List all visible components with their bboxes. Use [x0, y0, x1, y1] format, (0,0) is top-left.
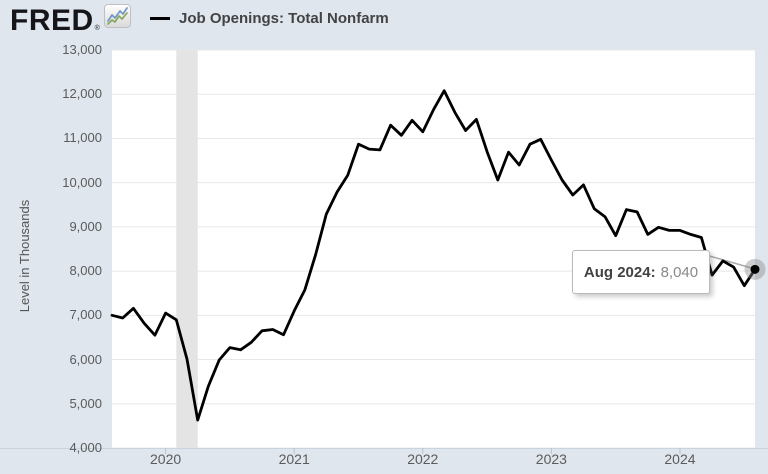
fred-logo-chart-icon — [103, 4, 131, 33]
legend-series-label: Job Openings: Total Nonfarm — [179, 10, 389, 27]
tooltip-value: 8,040 — [660, 263, 699, 281]
registered-trademark-symbol: ® — [94, 25, 100, 32]
fred-wordmark: FRED — [10, 4, 94, 37]
tooltip: Aug 2024: 8,040 — [572, 250, 710, 294]
tooltip-date-label: Aug 2024: — [583, 263, 656, 281]
recession-band — [176, 50, 198, 448]
legend-line-icon — [150, 17, 170, 20]
legend-item[interactable]: Job Openings: Total Nonfarm — [150, 10, 389, 27]
plot-area[interactable] — [112, 50, 755, 448]
data-point-marker[interactable] — [750, 264, 760, 274]
series-line — [110, 89, 757, 422]
chart-header: FRED ® — [10, 4, 131, 37]
fred-logo[interactable]: FRED ® — [10, 4, 131, 37]
